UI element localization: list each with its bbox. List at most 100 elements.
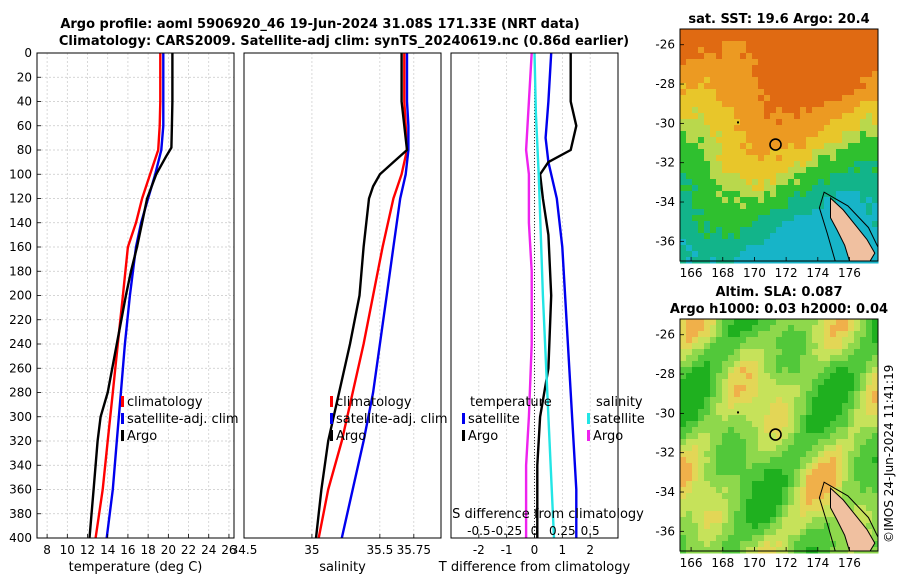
heat-cell [704,185,711,192]
legend-label: Argo [336,429,366,444]
heat-cell [740,547,747,554]
heat-cell [818,427,825,434]
heat-cell [872,179,879,186]
heat-cell [686,397,693,404]
heat-cell [740,191,747,198]
heat-cell [716,125,723,132]
heat-cell [788,143,795,150]
heat-cell [692,349,699,356]
heat-cell [836,161,843,168]
heat-cell [740,361,747,368]
heat-cell [818,65,825,72]
heat-cell [872,251,879,258]
heat-cell [758,65,765,72]
heat-cell [758,167,765,174]
heat-cell [824,221,831,228]
heat-cell [782,445,789,452]
y-tick-label: 240 [9,337,32,351]
heat-cell [788,59,795,66]
heat-cell [776,547,783,554]
heat-cell [830,227,837,234]
heat-cell [830,433,837,440]
heat-cell [788,367,795,374]
heat-cell [716,215,723,222]
heat-cell [830,463,837,470]
heat-cell [800,179,807,186]
heat-cell [728,397,735,404]
heat-cell [866,191,873,198]
heat-cell [716,191,723,198]
heat-cell [686,517,693,524]
heat-cell [746,65,753,72]
heat-cell [746,511,753,518]
heat-cell [860,475,867,482]
heat-cell [800,403,807,410]
heat-cell [794,257,801,264]
heat-cell [836,137,843,144]
heat-cell [806,197,813,204]
heat-cell [830,233,837,240]
heat-cell [830,113,837,120]
heat-cell [806,71,813,78]
heat-cell [836,77,843,84]
heat-cell [746,251,753,258]
heat-cell [866,493,873,500]
heat-cell [854,487,861,494]
heat-cell [860,457,867,464]
heat-cell [794,65,801,72]
heat-cell [692,131,699,138]
heat-cell [758,149,765,156]
heat-cell [722,481,729,488]
heat-cell [746,457,753,464]
heat-cell [770,397,777,404]
heat-cell [788,409,795,416]
heat-cell [782,403,789,410]
heat-cell [704,191,711,198]
heat-cell [842,391,849,398]
heat-cell [746,433,753,440]
heat-cell [830,65,837,72]
heat-cell [872,541,879,548]
heat-cell [818,251,825,258]
heat-cell [680,337,687,344]
heat-cell [692,433,699,440]
heat-cell [752,107,759,114]
heat-cell [698,65,705,72]
heat-cell [794,367,801,374]
heat-cell [716,331,723,338]
heat-cell [692,59,699,66]
heat-cell [800,499,807,506]
heat-cell [698,403,705,410]
heat-cell [746,221,753,228]
x-tick-label: 176 [838,266,861,280]
heat-cell [758,251,765,258]
heat-cell [770,433,777,440]
heat-cell [716,29,723,36]
heat-cell [746,215,753,222]
heat-cell [728,71,735,78]
heat-cell [830,155,837,162]
heat-cell [818,541,825,548]
heat-cell [680,59,687,66]
heat-cell [722,397,729,404]
heat-cell [788,451,795,458]
heat-cell [746,167,753,174]
heat-cell [836,403,843,410]
heat-cell [740,433,747,440]
heat-cell [800,379,807,386]
heat-cell [734,505,741,512]
heat-cell [794,451,801,458]
heat-cell [794,233,801,240]
heat-cell [848,475,855,482]
heat-cell [758,233,765,240]
heat-cell [830,379,837,386]
heat-cell [680,325,687,332]
map-frame [679,28,879,262]
heat-cell [836,53,843,60]
heat-cell [698,445,705,452]
heat-cell [818,331,825,338]
heat-cell [758,143,765,150]
heat-cell [680,463,687,470]
heat-cell [692,529,699,536]
heat-cell [794,41,801,48]
